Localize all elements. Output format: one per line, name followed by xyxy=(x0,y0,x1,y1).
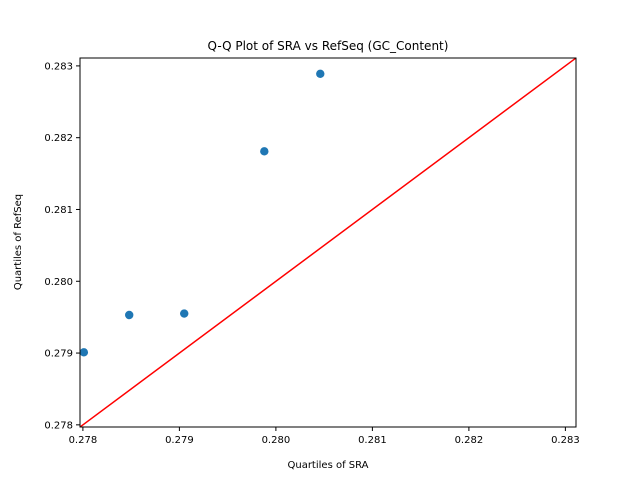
x-tick-label: 0.280 xyxy=(262,435,291,446)
data-point xyxy=(260,147,269,156)
y-tick-label: 0.279 xyxy=(44,349,73,360)
data-point xyxy=(125,310,134,320)
x-tick-label: 0.282 xyxy=(455,435,484,446)
data-point xyxy=(79,348,89,357)
chart-title: Q-Q Plot of SRA vs RefSeq (GC_Content) xyxy=(208,39,449,53)
axes-frame xyxy=(79,57,577,428)
y-tick-label: 0.281 xyxy=(44,205,73,216)
y-tick-label: 0.283 xyxy=(44,61,73,72)
reference-line xyxy=(80,58,576,427)
x-tick-label: 0.283 xyxy=(551,435,580,446)
x-axis-label: Quartiles of SRA xyxy=(287,460,368,471)
y-tick-label: 0.278 xyxy=(44,420,73,431)
x-tick-label: 0.279 xyxy=(165,435,194,446)
data-point xyxy=(316,69,325,78)
y-tick-label: 0.282 xyxy=(44,133,73,144)
data-point xyxy=(180,309,189,318)
x-tick-label: 0.278 xyxy=(69,435,98,446)
plot-area: 0.278 0.279 0.280 0.281 0.282 0.283 0.278 0.279… xyxy=(44,57,580,446)
y-axis-label: Quartiles of RefSeq xyxy=(13,194,24,290)
x-tick-label: 0.281 xyxy=(358,435,387,446)
y-tick-label: 0.280 xyxy=(44,277,73,288)
